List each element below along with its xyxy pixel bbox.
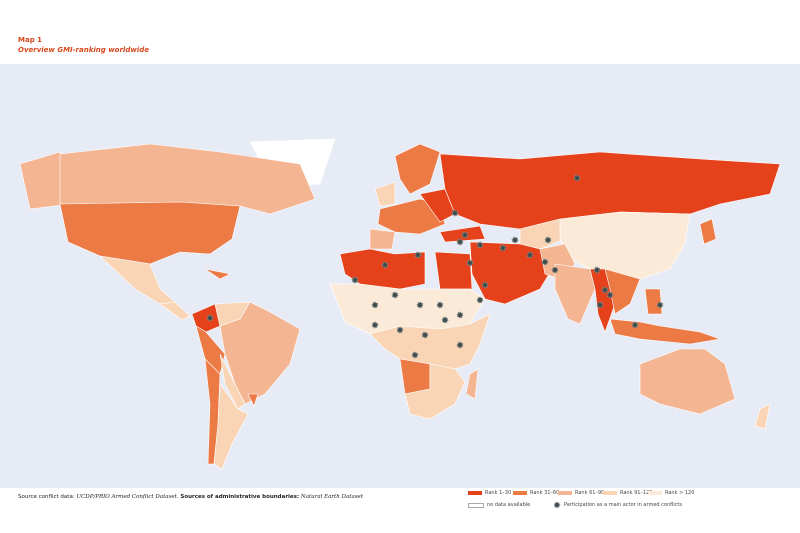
legend-item: Rank > 120 [648, 490, 694, 496]
conflict-marker [461, 231, 469, 239]
western-europe [377, 198, 446, 235]
legend-label: Participation as a main actor in armed c… [564, 502, 682, 508]
boundaries-label: Sources of administrative boundaries: [180, 494, 300, 500]
conflict-marker [411, 351, 419, 359]
legend-item: Rank 1–30 [468, 490, 511, 496]
brazil [219, 301, 301, 405]
conflict-marker [466, 259, 474, 267]
conflict-marker [456, 238, 464, 246]
conflict-marker [414, 251, 422, 259]
conflict-marker [371, 301, 379, 309]
legend-conflict: Participation as a main actor in armed c… [553, 501, 682, 509]
legend: no data available Participation as a mai… [468, 488, 798, 512]
legend-label: Rank 31–60 [530, 490, 560, 496]
swatch [558, 491, 572, 495]
conflict-marker [544, 236, 552, 244]
uruguay [247, 393, 259, 407]
new-zealand [754, 403, 771, 430]
conflict-marker [456, 341, 464, 349]
legend-label: Rank > 120 [665, 490, 695, 496]
source-label: Source conflict data: [18, 494, 75, 500]
conflict-marker [596, 301, 604, 309]
swatch [513, 491, 527, 495]
conflict-marker [441, 316, 449, 324]
conflict-marker [391, 291, 399, 299]
cuba [204, 268, 231, 280]
central-america [159, 301, 191, 321]
map-title: Overview GMI-ranking worldwide [18, 46, 149, 54]
legend-label: Rank 91–120 [620, 490, 653, 496]
indochina [604, 268, 641, 315]
central-asia [519, 218, 566, 250]
conflict-marker [631, 321, 639, 329]
conflict-marker [436, 301, 444, 309]
conflict-icon [553, 501, 561, 509]
conflict-marker [416, 301, 424, 309]
conflict-marker [206, 314, 214, 322]
swatch [468, 491, 482, 495]
maghreb [339, 248, 426, 290]
conflict-marker [396, 326, 404, 334]
conflict-marker [656, 301, 664, 309]
conflict-marker [593, 266, 601, 274]
conflict-marker [601, 286, 609, 294]
iberia [369, 228, 396, 250]
legend-item: Rank 61–90 [558, 490, 604, 496]
source-dataset: UCDP/PRIO Armed Conflict Dataset. [76, 494, 179, 500]
conflict-marker [526, 251, 534, 259]
conflict-marker [541, 258, 549, 266]
source-note: Source conflict data: UCDP/PRIO Armed Co… [18, 494, 363, 500]
southern-africa [404, 363, 466, 420]
legend-item: Rank 31–60 [513, 490, 559, 496]
conflict-marker [456, 311, 464, 319]
conflict-marker [511, 236, 519, 244]
conflict-marker [421, 331, 429, 339]
legend-item: Rank 91–120 [603, 490, 653, 496]
map-label: Map 1 [18, 36, 43, 44]
conflict-markers [206, 174, 664, 359]
uk [374, 181, 396, 207]
scandinavia [394, 143, 441, 195]
boundaries-dataset: Natural Earth Dataset [300, 494, 364, 500]
conflict-marker [451, 209, 459, 217]
philippines [644, 288, 663, 315]
argentina [213, 383, 249, 470]
conflict-marker [573, 174, 581, 182]
madagascar [465, 368, 479, 400]
bolivia [219, 353, 246, 410]
legend-no-data: no data available [468, 502, 530, 508]
conflict-marker [371, 321, 379, 329]
japan [699, 218, 717, 245]
conflict-marker [381, 261, 389, 269]
conflict-marker [551, 266, 559, 274]
conflict-marker [476, 241, 484, 249]
colombia [191, 303, 221, 333]
conflict-marker [481, 281, 489, 289]
conflict-marker [351, 276, 359, 284]
legend-label: Rank 1–30 [485, 490, 512, 496]
egypt [434, 251, 473, 290]
legend-label: Rank 61–90 [575, 490, 605, 496]
world-map [0, 64, 800, 488]
conflict-marker [606, 291, 614, 299]
usa [59, 201, 241, 265]
swatch [648, 491, 662, 495]
angola [399, 358, 431, 395]
swatch [603, 491, 617, 495]
legend-label: no data available [487, 502, 531, 508]
australia [639, 348, 736, 415]
swatch [468, 502, 484, 508]
countries [19, 138, 781, 470]
conflict-marker [499, 244, 507, 252]
conflict-marker [476, 296, 484, 304]
middle-east [469, 241, 556, 305]
